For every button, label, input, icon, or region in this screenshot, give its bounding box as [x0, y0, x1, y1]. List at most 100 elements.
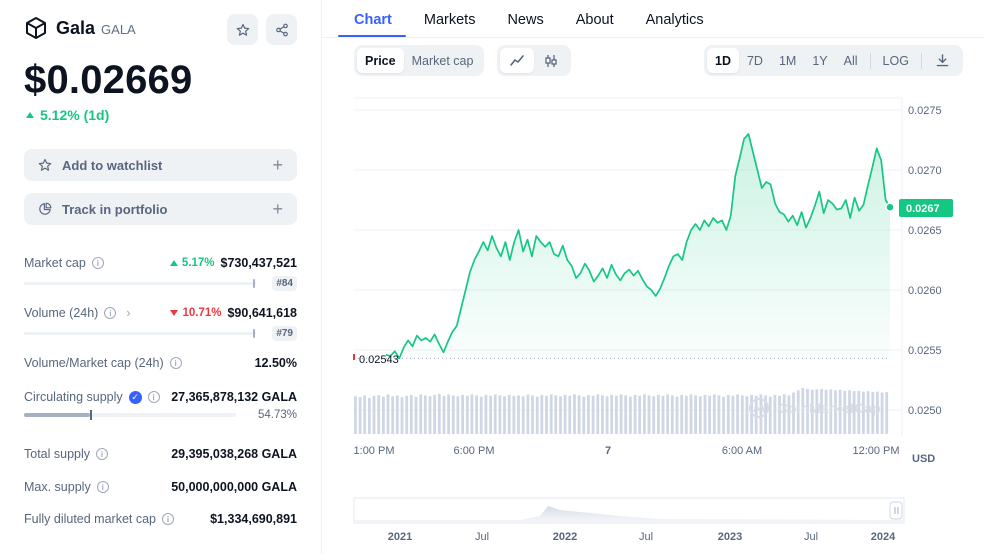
volume-bar	[843, 390, 847, 434]
info-icon[interactable]: i	[147, 391, 160, 403]
tab-analytics[interactable]: Analytics	[645, 12, 704, 28]
volume-bar	[419, 394, 423, 434]
volume-market-cap-stat: Volume/Market cap (24h) i 12.50%	[24, 356, 297, 370]
max-supply-value: 50,000,000,000 GALA	[171, 480, 297, 494]
volume-bar	[470, 394, 474, 434]
volume-bar	[866, 391, 870, 434]
volume-bar	[391, 396, 395, 434]
y-tick-label: 0.0250	[908, 405, 942, 417]
market-cap-option[interactable]: Market cap	[411, 53, 474, 68]
volume-bar	[708, 395, 711, 434]
volume-bar	[368, 398, 371, 434]
volume-bar	[824, 389, 828, 434]
volume-bar	[792, 392, 795, 434]
volume-bar	[428, 396, 432, 434]
volume-bar	[535, 396, 539, 434]
info-icon[interactable]: i	[162, 513, 175, 525]
arrow-up-icon	[26, 112, 34, 118]
total-supply-stat: Total supply i 29,395,038,268 GALA	[24, 447, 297, 461]
tab-about[interactable]: About	[575, 12, 614, 28]
volume-bar	[754, 395, 758, 434]
volume-stat: Volume (24h) i › 10.71% $90,641,618 #79	[24, 306, 297, 341]
volume-bar	[484, 394, 488, 434]
line-chart-button[interactable]	[500, 48, 534, 73]
market-cap-rank: #84	[272, 276, 297, 291]
market-cap-stat: Market cap i 5.17% $730,437,521 #84	[24, 256, 297, 291]
range-handle[interactable]	[889, 501, 903, 520]
volume-bar	[372, 395, 376, 434]
verified-icon: ✓	[128, 390, 142, 404]
volume-bar	[740, 395, 744, 434]
volume-bar	[591, 395, 595, 434]
market-cap-rank-bar	[24, 279, 256, 288]
price-area-fill	[386, 134, 890, 359]
track-in-portfolio-button[interactable]: Track in portfolio +	[24, 193, 297, 225]
volume-bar	[852, 391, 856, 434]
tabs-divider	[322, 37, 984, 38]
range-1m[interactable]: 1M	[778, 53, 797, 68]
star-icon	[236, 23, 249, 36]
max-supply-stat: Max. supply i 50,000,000,000 GALA	[24, 480, 297, 494]
range-1y[interactable]: 1Y	[812, 53, 828, 68]
x-tick-label: 12:00 PM	[852, 445, 899, 457]
total-supply-value: 29,395,038,268 GALA	[171, 447, 297, 461]
volume-bar	[815, 389, 819, 434]
candlestick-button[interactable]	[534, 48, 568, 73]
add-to-watchlist-button[interactable]: Add to watchlist +	[24, 149, 297, 181]
volume-bar	[517, 395, 520, 434]
range-7d[interactable]: 7D	[746, 53, 763, 68]
volume-bar	[596, 394, 600, 434]
log-scale-button[interactable]: LOG	[882, 53, 909, 68]
star-button[interactable]	[227, 14, 258, 45]
info-icon[interactable]: i	[96, 448, 109, 460]
volume-bar	[661, 395, 665, 434]
tab-markets[interactable]: Markets	[423, 12, 476, 28]
volume-bar	[731, 395, 735, 434]
tab-news[interactable]: News	[507, 12, 544, 28]
volume-bar	[605, 396, 609, 434]
plus-icon: +	[272, 154, 283, 175]
info-icon[interactable]: i	[96, 481, 109, 493]
volume-bar	[652, 396, 656, 434]
chart-type-toggle: Price Market cap	[354, 45, 485, 76]
price-option[interactable]: Price	[357, 48, 404, 73]
volume-bar	[433, 394, 436, 434]
volume-bar	[573, 394, 576, 434]
download-button[interactable]	[926, 48, 960, 73]
volume-bar	[745, 396, 749, 434]
range-tick-label: 2023	[718, 531, 742, 543]
price-change-value: 5.12% (1d)	[40, 107, 110, 123]
volume-bar	[806, 388, 809, 434]
market-cap-change: 5.17%	[169, 257, 215, 269]
volume-bar	[657, 394, 660, 434]
max-supply-label: Max. supply	[24, 480, 91, 494]
volume-bar	[395, 395, 399, 434]
volume-bar	[465, 395, 469, 434]
volume-bar	[862, 391, 865, 434]
volume-bar	[489, 395, 492, 434]
vol-mcap-value: 12.50%	[254, 356, 297, 370]
volume-bar	[876, 391, 879, 434]
volume-bar	[479, 396, 483, 434]
volume-bar	[684, 395, 688, 434]
range-tick-label: 2024	[871, 531, 896, 543]
pie-chart-icon	[39, 202, 52, 215]
vol-mcap-label: Volume/Market cap (24h)	[24, 356, 164, 370]
volume-rank: #79	[272, 326, 297, 341]
volume-bar	[549, 394, 553, 434]
info-icon[interactable]: i	[169, 357, 182, 369]
info-icon[interactable]: i	[104, 307, 117, 319]
market-cap-value: $730,437,521	[220, 256, 297, 270]
coin-overview-panel: Gala GALA $0.02669 5.12% (1d) Add to wat…	[0, 0, 322, 554]
volume-bar	[386, 394, 390, 434]
info-icon[interactable]: i	[91, 257, 104, 269]
share-button[interactable]	[266, 14, 297, 45]
range-1d[interactable]: 1D	[707, 48, 739, 73]
volume-bar	[423, 395, 427, 434]
volume-bar	[610, 394, 614, 434]
x-tick-label: 1:00 PM	[354, 445, 395, 457]
tab-chart[interactable]: Chart	[338, 0, 406, 37]
range-all[interactable]: All	[843, 53, 858, 68]
chevron-right-icon[interactable]: ›	[126, 306, 131, 320]
